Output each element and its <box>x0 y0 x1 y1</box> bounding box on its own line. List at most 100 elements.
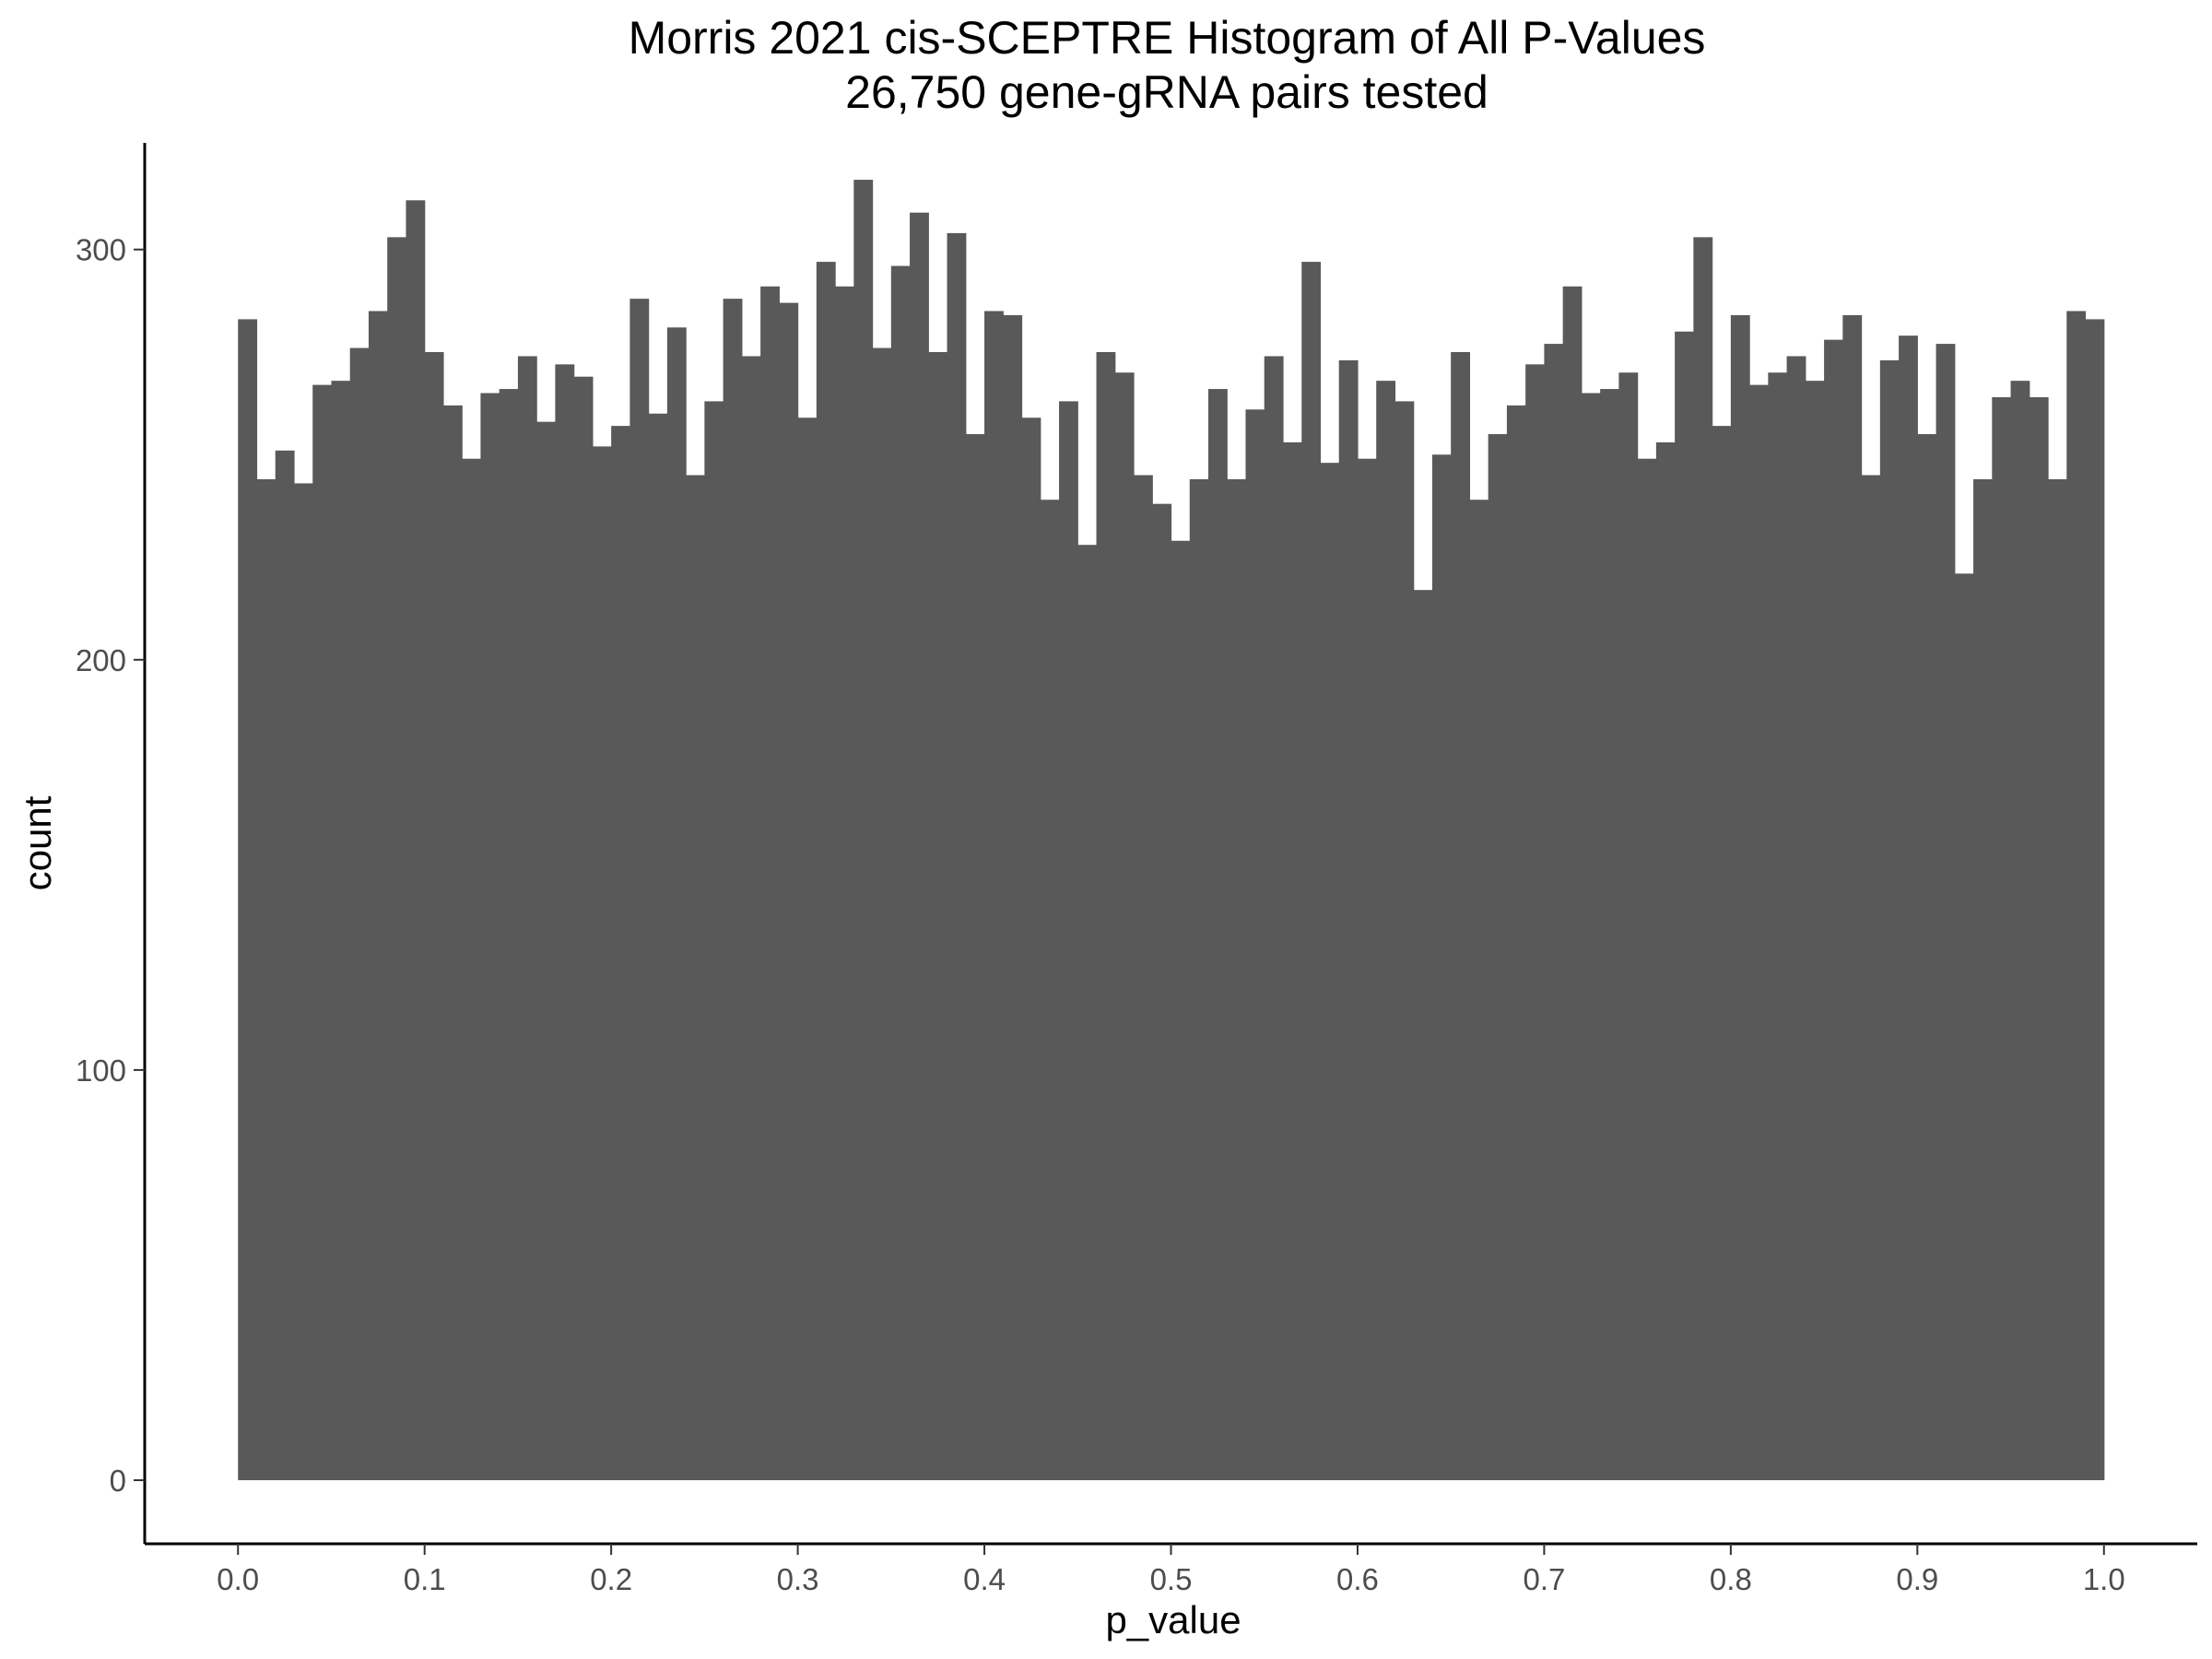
histogram-bar <box>499 389 519 1481</box>
x-tick-label: 0.9 <box>1896 1562 1938 1596</box>
histogram-bar <box>1096 352 1116 1481</box>
histogram-bars <box>238 180 2105 1481</box>
histogram-bar <box>1338 359 1359 1481</box>
histogram-bar <box>1730 314 1750 1481</box>
histogram-bar <box>611 426 630 1481</box>
histogram-bar <box>1973 478 1993 1481</box>
y-axis-ticks: 0 100 200 300 <box>76 233 145 1498</box>
y-tick-label: 300 <box>76 233 126 267</box>
histogram-bar <box>1227 478 1247 1481</box>
histogram-bar <box>2048 478 2067 1481</box>
histogram-bar <box>1675 331 1694 1481</box>
histogram-bar <box>312 384 333 1481</box>
histogram-bar <box>741 356 761 1481</box>
histogram-bar <box>853 180 874 1481</box>
histogram-bar <box>1320 463 1340 1481</box>
x-tick-label: 0.1 <box>404 1562 446 1596</box>
histogram-bar <box>1936 344 1956 1481</box>
y-axis-title: count <box>16 795 59 890</box>
x-tick-label: 1.0 <box>2083 1562 2125 1596</box>
histogram-bar <box>1413 590 1433 1481</box>
histogram-bar <box>349 347 370 1481</box>
histogram-bar <box>1114 372 1135 1481</box>
histogram-bar <box>1469 500 1489 1481</box>
y-tick-label: 100 <box>76 1053 126 1088</box>
histogram-bar <box>1488 434 1508 1481</box>
histogram-bar <box>462 458 482 1481</box>
x-tick-label: 0.3 <box>777 1562 819 1596</box>
histogram-bar <box>928 352 948 1481</box>
histogram-bar <box>238 319 258 1481</box>
x-tick-label: 0.6 <box>1336 1562 1379 1596</box>
histogram-bar <box>965 434 985 1481</box>
histogram-bar <box>1376 381 1396 1481</box>
histogram-bar <box>1394 401 1415 1481</box>
histogram-bar <box>797 418 818 1481</box>
histogram-bar <box>2029 396 2049 1481</box>
histogram-bar <box>1189 478 1209 1481</box>
histogram-bar <box>1954 573 1974 1481</box>
x-tick-label: 0.0 <box>217 1562 259 1596</box>
histogram-bar <box>275 450 295 1481</box>
histogram-bar <box>1282 441 1302 1481</box>
histogram-bar <box>835 286 854 1481</box>
histogram-bar <box>1861 475 1881 1481</box>
histogram-bar <box>331 381 351 1481</box>
chart-title: Morris 2021 cis-SCEPTRE Histogram of All… <box>629 12 1706 64</box>
histogram-bar <box>1544 344 1564 1481</box>
histogram-bar <box>2010 381 2030 1481</box>
histogram-bar <box>779 302 799 1481</box>
x-tick-label: 0.7 <box>1523 1562 1565 1596</box>
x-axis-title: p_value <box>1105 1598 1241 1641</box>
histogram-bar <box>1655 441 1676 1481</box>
histogram-bar <box>1805 381 1825 1481</box>
histogram-bar <box>1301 262 1322 1481</box>
histogram-bar <box>1637 458 1657 1481</box>
histogram-bar <box>536 421 556 1481</box>
histogram-bar <box>1712 426 1732 1481</box>
x-axis-ticks: 0.0 0.1 0.2 0.3 0.4 0.5 0.6 0.7 0.8 0.9 1.0 <box>217 1544 2125 1596</box>
histogram-bar <box>1618 372 1639 1481</box>
histogram-bar <box>1134 475 1153 1481</box>
histogram-bar <box>629 299 650 1481</box>
histogram-bar <box>910 212 929 1481</box>
histogram-bar <box>517 356 537 1481</box>
histogram-bar <box>387 237 407 1481</box>
x-tick-label: 0.2 <box>590 1562 632 1596</box>
histogram-bar <box>1842 314 1863 1481</box>
x-tick-label: 0.5 <box>1150 1562 1193 1596</box>
histogram-bar <box>1003 314 1023 1481</box>
histogram-bar <box>573 376 594 1481</box>
histogram-bar <box>984 311 1004 1481</box>
histogram-bar <box>1431 454 1452 1481</box>
histogram-bar <box>2085 319 2105 1481</box>
histogram-bar <box>442 405 463 1481</box>
histogram-bar <box>890 265 911 1481</box>
histogram-bar <box>2066 311 2087 1481</box>
histogram-bar <box>1749 384 1769 1481</box>
histogram-bar <box>1059 401 1078 1481</box>
histogram-bar <box>1451 352 1471 1481</box>
histogram-bar <box>760 286 780 1481</box>
y-tick-label: 200 <box>76 643 126 677</box>
histogram-bar <box>424 352 444 1481</box>
histogram-bar <box>1786 356 1806 1481</box>
histogram-bar <box>1040 500 1060 1481</box>
histogram-bar <box>406 200 426 1481</box>
histogram-bar <box>704 401 724 1481</box>
histogram-bar <box>1171 540 1191 1481</box>
histogram-bar <box>368 311 388 1481</box>
histogram-bar <box>592 446 612 1481</box>
histogram-bar <box>1581 393 1601 1481</box>
histogram-bar <box>1264 356 1284 1481</box>
histogram-bar <box>1207 389 1228 1481</box>
x-tick-label: 0.4 <box>963 1562 1006 1596</box>
histogram-bar <box>1768 372 1788 1481</box>
histogram-bar <box>1879 359 1900 1481</box>
x-tick-label: 0.8 <box>1710 1562 1752 1596</box>
histogram-bar <box>686 475 705 1481</box>
histogram-bar <box>1562 286 1583 1481</box>
histogram-bar <box>1824 339 1843 1481</box>
histogram-bar <box>1357 458 1377 1481</box>
